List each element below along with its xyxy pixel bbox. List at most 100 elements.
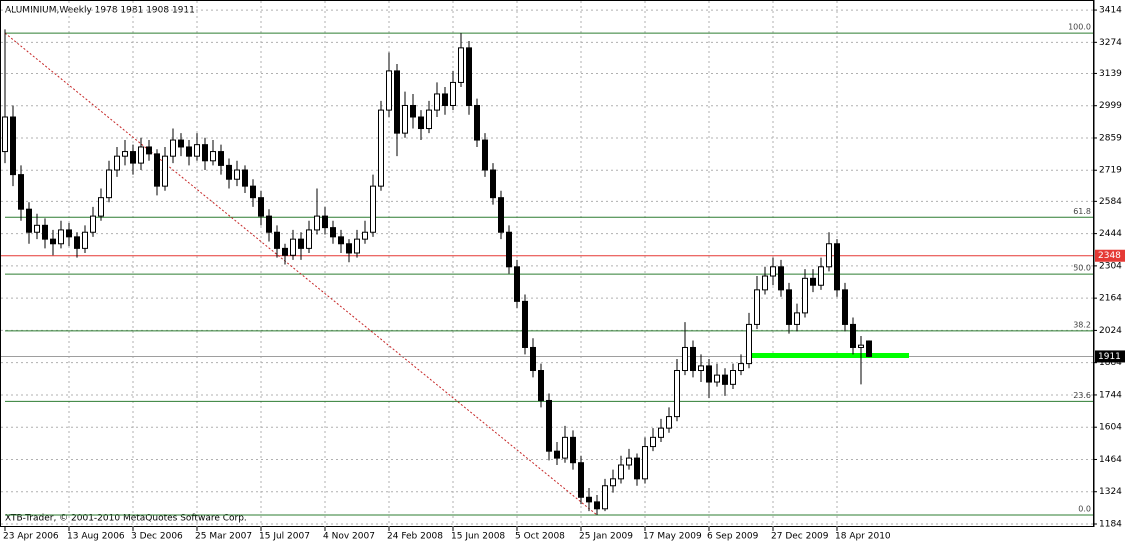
- candle-body: [26, 208, 32, 233]
- candle-body: [810, 277, 816, 286]
- y-tick-label: 2999: [1099, 101, 1122, 111]
- candle-body: [362, 231, 368, 240]
- y-tick-label: 2304: [1099, 261, 1122, 271]
- candle-body: [298, 238, 304, 249]
- candle-body: [570, 436, 576, 464]
- candle-body: [850, 323, 856, 348]
- candle-body: [90, 215, 96, 233]
- x-tick-label: 3 Dec 2006: [131, 532, 183, 542]
- candle-body: [594, 501, 600, 510]
- candle-body: [274, 231, 280, 249]
- candle-body: [18, 174, 24, 210]
- candle-body: [122, 151, 128, 157]
- candle-body: [610, 478, 616, 487]
- candle-body: [434, 93, 440, 111]
- candle-body: [338, 236, 344, 245]
- candle-body: [618, 464, 624, 480]
- candle-body: [706, 365, 712, 383]
- candle-body: [442, 93, 448, 106]
- fib-label: 61.8: [1073, 207, 1091, 216]
- candle-body: [2, 116, 8, 153]
- footer: XTB-Trader, © 2001-2010 MetaQuotes Softw…: [5, 514, 247, 524]
- candle-body: [170, 139, 176, 157]
- candle-body: [82, 231, 88, 249]
- x-tick-label: 18 Apr 2010: [835, 532, 891, 542]
- price-tag: [1095, 249, 1125, 262]
- candle-body: [538, 370, 544, 401]
- candle-body: [626, 457, 632, 466]
- x-tick-label: 5 Oct 2008: [515, 532, 565, 542]
- candle-body: [66, 229, 72, 238]
- candle-body: [458, 47, 464, 83]
- candle-body: [682, 346, 688, 372]
- candle-body: [74, 236, 80, 249]
- candle-body: [562, 436, 568, 459]
- candle-body: [746, 323, 752, 365]
- candle-body: [394, 70, 400, 134]
- candle-body: [602, 485, 608, 510]
- candle-body: [418, 116, 424, 130]
- candle-body: [58, 229, 64, 245]
- y-tick-label: 2584: [1099, 197, 1122, 207]
- x-tick-label: 15 Jun 2008: [451, 532, 505, 542]
- candle-body: [178, 139, 184, 148]
- candle-body: [666, 416, 672, 429]
- candle-body: [138, 146, 144, 164]
- candle-body: [730, 370, 736, 385]
- x-tick-label: 4 Nov 2007: [323, 532, 375, 542]
- candle-body: [826, 243, 832, 268]
- candle-body: [658, 427, 664, 438]
- x-tick-label: 17 May 2009: [643, 532, 702, 542]
- candle-body: [466, 47, 472, 106]
- x-tick-label: 25 Mar 2007: [195, 532, 252, 542]
- x-tick-label: 25 Jan 2009: [579, 532, 633, 542]
- y-tick-label: 1324: [1099, 487, 1122, 497]
- candle-body: [866, 340, 872, 357]
- candle-body: [738, 363, 744, 372]
- candle-body: [522, 300, 528, 348]
- candle-body: [266, 215, 272, 233]
- candle-body: [98, 197, 104, 217]
- y-tick-label: 2024: [1099, 326, 1122, 336]
- chart-title: ALUMINIUM,Weekly 1978 1981 1908 1911: [5, 6, 195, 16]
- candle-body: [330, 227, 336, 238]
- candle-body: [114, 155, 120, 171]
- candle-body: [354, 238, 360, 254]
- x-tick-label: 23 Apr 2006: [3, 532, 59, 542]
- candle-body: [130, 151, 136, 164]
- candle-body: [554, 450, 560, 459]
- candle-body: [346, 243, 352, 254]
- candle-body: [234, 169, 240, 180]
- candle-body: [202, 144, 208, 162]
- y-tick-label: 3139: [1099, 69, 1122, 79]
- candle-body: [450, 81, 456, 106]
- candle-body: [514, 266, 520, 302]
- candle-body: [786, 289, 792, 325]
- candle-body: [106, 169, 112, 199]
- candle-body: [386, 70, 392, 111]
- y-tick-label: 2444: [1099, 229, 1122, 239]
- candle-body: [634, 457, 640, 480]
- fib-label: 100.0: [1068, 23, 1091, 32]
- candle-body: [754, 289, 760, 325]
- candle-body: [322, 215, 328, 229]
- candle-body: [546, 399, 552, 452]
- x-tick-label: 24 Feb 2008: [387, 532, 443, 542]
- candle-body: [146, 146, 152, 155]
- y-tick-label: 1184: [1099, 520, 1122, 530]
- price-tag-label: 2348: [1098, 251, 1121, 261]
- candle-body: [690, 346, 696, 372]
- y-tick-label: 1744: [1099, 390, 1122, 400]
- candle-body: [842, 289, 848, 325]
- candle-body: [770, 266, 776, 277]
- candle-body: [226, 164, 232, 180]
- candle-body: [282, 247, 288, 256]
- candle-body: [778, 266, 784, 291]
- candle-body: [154, 153, 160, 187]
- candle-body: [42, 224, 48, 240]
- fib-label: 0.0: [1078, 505, 1091, 514]
- fib-label: 50.0: [1073, 264, 1091, 273]
- candle-body: [818, 266, 824, 286]
- candle-body: [378, 109, 384, 187]
